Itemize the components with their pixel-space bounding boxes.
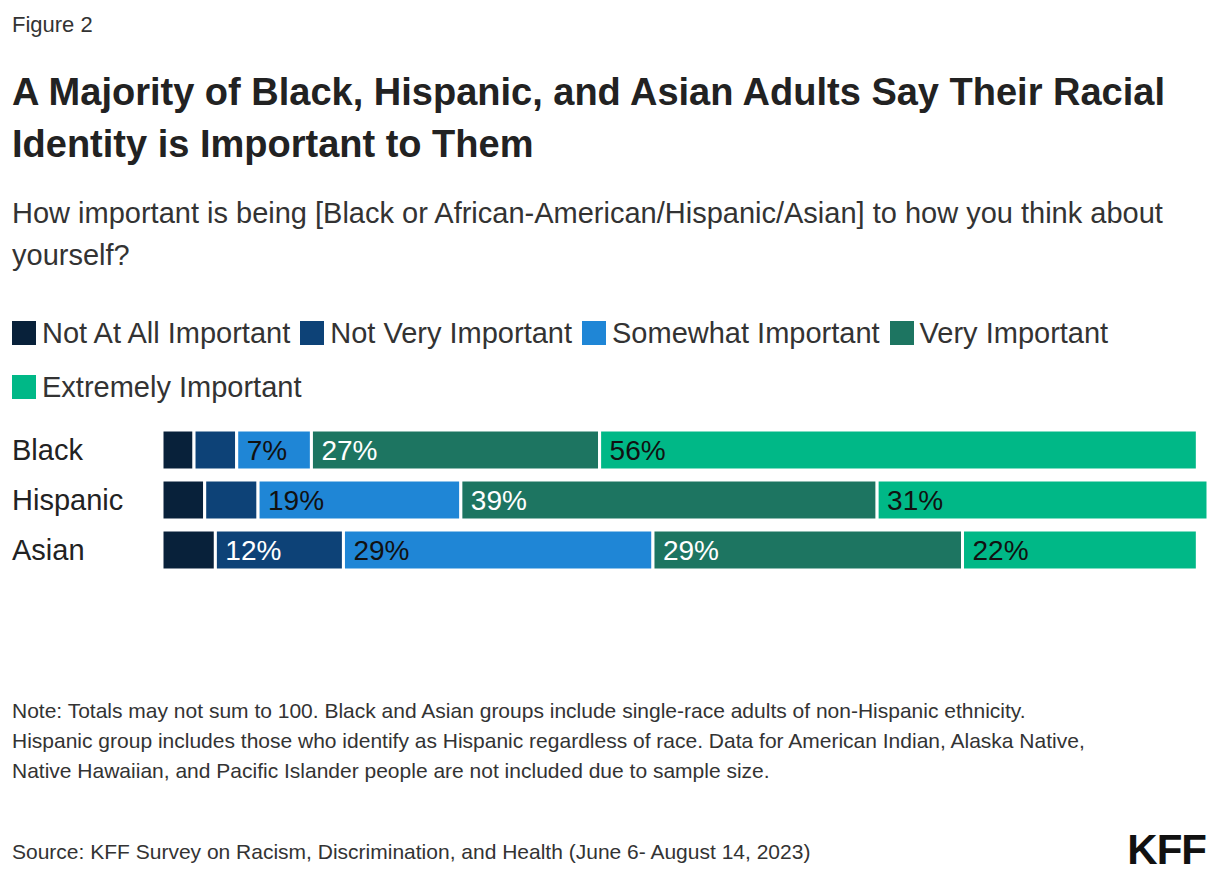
html-text:Somewhat Important: Somewhat Important [612,317,880,349]
html-text:Source: KFF Survey on Racism,: Source: KFF Survey on Racism, Discrimina… [12,840,811,863]
svg-text:22%: 22% [973,535,1029,566]
svg-text:7%: 7% [247,435,287,466]
svg-text:29%: 29% [663,535,719,566]
html-text:Not At All Important: Not At All Important [42,317,291,349]
svg-text:39%: 39% [471,485,527,516]
html-text:Extremely Important: Extremely Important [42,371,302,403]
svg-text:Hispanic: Hispanic [12,484,123,516]
svg-text:Black: Black [12,434,83,466]
html-text:How important is being [Black: How important is being [Black or African… [12,197,1163,271]
html-text:KFF: KFF [1127,826,1206,873]
svg-text:Asian: Asian [12,534,85,566]
html-text:Very Important: Very Important [919,317,1109,349]
html-text:A Majority of Black, Hispanic,: A Majority of Black, Hispanic, and Asian… [12,71,1165,165]
svg-text:27%: 27% [321,435,377,466]
svg-text:31%: 31% [887,485,943,516]
svg-text:56%: 56% [610,435,666,466]
html-text:Figure 2: Figure 2 [12,12,93,37]
html-text:Not Very Important: Not Very Important [330,317,572,349]
svg-text:29%: 29% [353,535,409,566]
svg-text:12%: 12% [225,535,281,566]
html-text:Note: Totals may not sum to 10: Note: Totals may not sum to 100. Black a… [12,699,1085,782]
svg-text:19%: 19% [268,485,324,516]
